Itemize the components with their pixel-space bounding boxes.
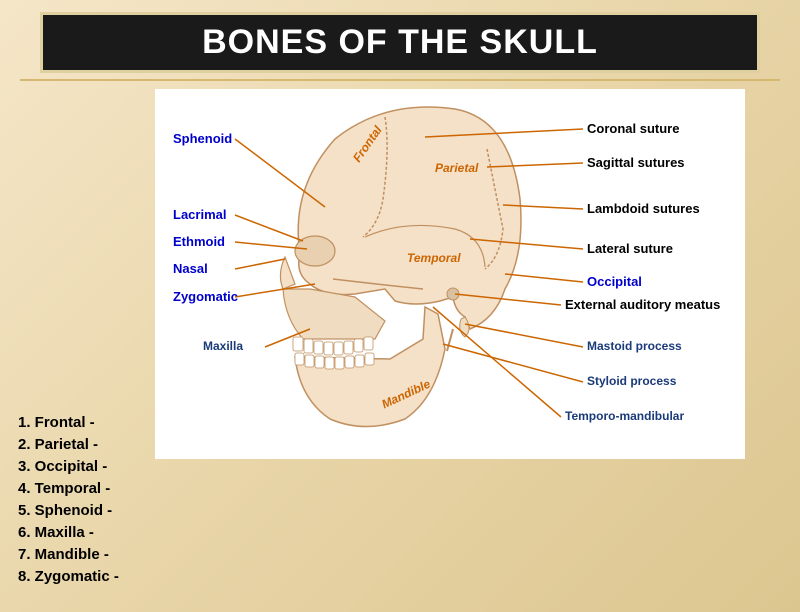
list-item: 4. Temporal -: [18, 478, 119, 499]
label-ethmoid: Ethmoid: [173, 234, 225, 249]
styloid-line: [447, 329, 453, 351]
list-item: 8. Zygomatic -: [18, 566, 119, 587]
label-coronal-suture: Coronal suture: [587, 121, 679, 136]
label-mastoid-process: Mastoid process: [587, 339, 682, 353]
nasal-path: [280, 257, 295, 289]
list-item: 1. Frontal -: [18, 412, 119, 433]
label-styloid-process: Styloid process: [587, 374, 676, 388]
label-zygomatic: Zygomatic: [173, 289, 238, 304]
label-parietal: Parietal: [435, 161, 478, 175]
list-item: 6. Maxilla -: [18, 522, 119, 543]
divider: [20, 79, 780, 81]
title-bar: BONES OF THE SKULL: [40, 12, 760, 73]
label-lateral-suture: Lateral suture: [587, 241, 673, 256]
label-sagittal-sutures: Sagittal sutures: [587, 155, 685, 170]
skull-svg: [155, 89, 745, 459]
maxilla-path: [283, 289, 385, 339]
list-item: 2. Parietal -: [18, 434, 119, 455]
label-lambdoid-sutures: Lambdoid sutures: [587, 201, 700, 216]
upper-teeth: [293, 337, 373, 355]
label-nasal: Nasal: [173, 261, 208, 276]
label-occipital: Occipital: [587, 274, 642, 289]
page-title: BONES OF THE SKULL: [43, 23, 757, 62]
label-external-auditory-meatus: External auditory meatus: [565, 297, 720, 312]
label-maxilla: Maxilla: [203, 339, 243, 353]
label-temporo-mandibular: Temporo-mandibular: [565, 409, 684, 423]
label-lacrimal: Lacrimal: [173, 207, 226, 222]
bone-list: 1. Frontal - 2. Parietal - 3. Occipital …: [18, 412, 119, 588]
label-sphenoid: Sphenoid: [173, 131, 232, 146]
list-item: 7. Mandible -: [18, 544, 119, 565]
list-item: 3. Occipital -: [18, 456, 119, 477]
list-item: 5. Sphenoid -: [18, 500, 119, 521]
label-temporal: Temporal: [407, 251, 461, 265]
skull-diagram: Sphenoid Lacrimal Ethmoid Nasal Zygomatic Max…: [155, 89, 745, 459]
